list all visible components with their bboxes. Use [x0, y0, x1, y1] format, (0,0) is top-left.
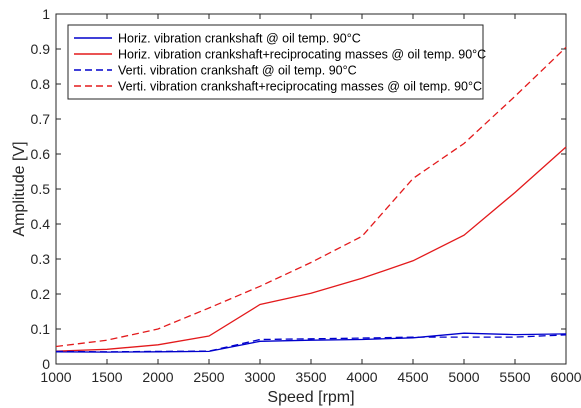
legend-label: Verti. vibration crankshaft @ oil temp. …	[118, 64, 357, 78]
y-tick-label: 0.2	[31, 286, 51, 302]
y-tick-label: 0.1	[31, 321, 51, 337]
x-tick-label: 6000	[550, 369, 581, 385]
x-tick-label: 2000	[142, 369, 173, 385]
x-tick-label: 3000	[244, 369, 275, 385]
x-tick-label: 1000	[40, 369, 71, 385]
legend-label: Horiz. vibration crankshaft @ oil temp. …	[118, 32, 361, 46]
tick-labels: 1000 1500 2000 2500 3000 3500 4000 4500 5000 5500…	[31, 6, 581, 385]
x-tick-label: 5500	[499, 369, 530, 385]
y-tick-label: 0	[42, 356, 50, 372]
y-tick-label: 0.7	[31, 111, 51, 127]
x-tick-label: 4000	[346, 369, 377, 385]
series-line-2	[55, 146, 567, 352]
legend-box	[67, 24, 484, 100]
y-tick-label: 0.3	[31, 251, 51, 267]
x-tick-label: 3500	[295, 369, 326, 385]
x-tick-label: 1500	[91, 369, 122, 385]
legend: Horiz. vibration crankshaft @ oil temp. …	[67, 24, 486, 100]
legend-label: Verti. vibration crankshaft+reciprocatin…	[118, 80, 482, 94]
y-tick-label: 0.5	[31, 181, 51, 197]
y-axis-label: Amplitude [V]	[11, 141, 28, 236]
axis-ticks	[55, 13, 567, 365]
x-tick-label: 2500	[193, 369, 224, 385]
series-line-4	[55, 46, 567, 348]
y-tick-label: 0.6	[31, 146, 51, 162]
series-lines	[55, 46, 567, 353]
x-tick-label: 4500	[397, 369, 428, 385]
legend-label: Horiz. vibration crankshaft+reciprocatin…	[118, 48, 486, 62]
y-tick-label: 0.9	[31, 41, 51, 57]
y-tick-label: 0.4	[31, 216, 51, 232]
y-tick-label: 0.8	[31, 76, 51, 92]
x-axis-label: Speed [rpm]	[267, 389, 354, 406]
series-line-3	[55, 334, 567, 353]
series-line-1	[55, 332, 567, 353]
y-tick-label: 1	[42, 6, 50, 22]
x-tick-label: 5000	[448, 369, 479, 385]
